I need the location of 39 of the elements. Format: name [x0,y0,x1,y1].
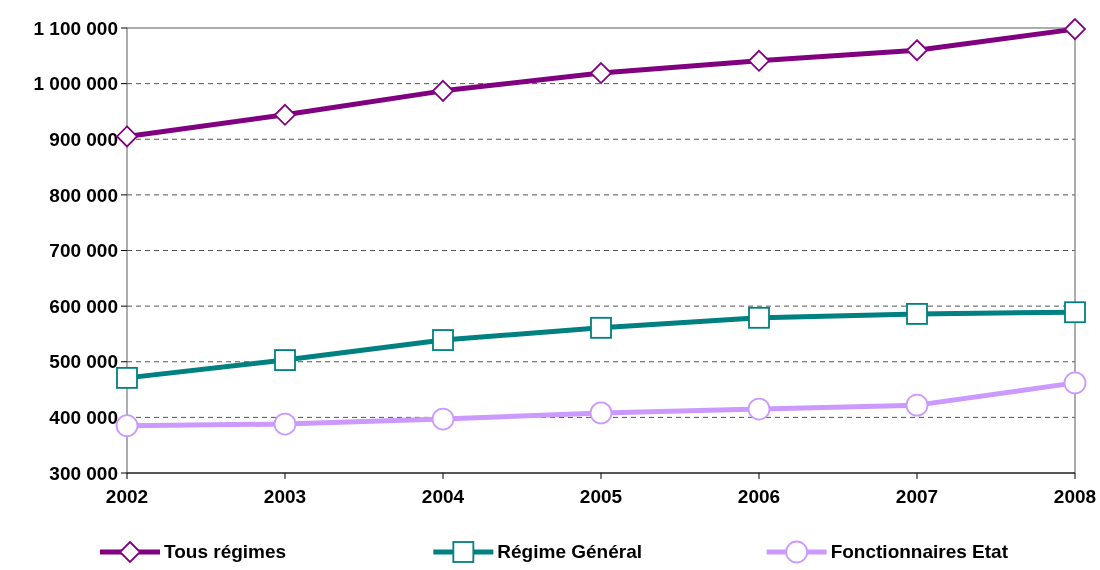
y-tick-label: 1 000 000 [33,73,118,95]
point [748,306,770,329]
point [431,407,455,431]
point [116,125,138,148]
x-tick-label: 2005 [579,486,623,507]
point [274,103,296,126]
x-tick-label: 2007 [895,486,939,507]
point [747,397,771,421]
y-tick-label: 1 100 000 [33,17,118,39]
x-tick-label: 2008 [1053,486,1097,507]
point [432,329,454,351]
y-tick-label: 600 000 [49,295,118,317]
point [1064,18,1086,41]
y-tick-label: 900 000 [49,128,118,150]
point [274,349,296,371]
legend-label: Fonctionnaires Etat [830,541,1009,562]
point [590,62,612,84]
point [116,366,138,389]
point [590,316,612,339]
x-tick-label: 2006 [737,486,781,507]
x-tick-label: 2003 [263,486,307,507]
point [1064,301,1086,324]
x-tick-label: 2002 [105,486,149,507]
point [432,79,454,102]
y-tick-label: 300 000 [49,462,118,484]
point [273,412,297,436]
point [1063,371,1087,395]
point [748,49,770,72]
point [589,401,613,425]
legend-label: Tous régimes [164,541,287,562]
y-tick-label: 400 000 [49,407,118,429]
y-tick-label: 500 000 [49,351,118,373]
x-tick-label: 2004 [421,486,465,507]
point [905,393,929,417]
y-tick-label: 800 000 [49,184,118,206]
legend-label: Régime Général [497,541,643,562]
point [906,39,928,62]
y-tick-label: 700 000 [49,240,118,262]
point [906,303,928,325]
